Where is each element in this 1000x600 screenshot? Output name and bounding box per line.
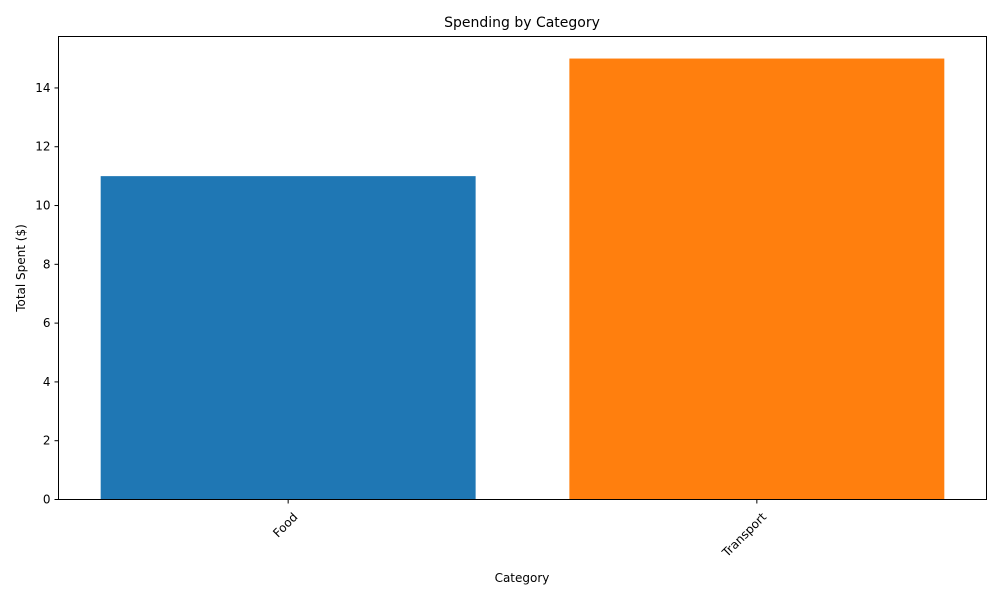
y-tick-label: 0 — [43, 493, 51, 507]
y-tick-label: 8 — [43, 257, 51, 271]
plot-frame — [58, 36, 987, 500]
bars — [100, 58, 945, 500]
x-tick-label-food: Food — [270, 510, 300, 540]
x-axis-ticks: Food Transport — [270, 499, 770, 561]
y-tick-label: 10 — [35, 199, 50, 213]
y-tick-label: 12 — [35, 140, 50, 154]
x-tick-label-transport: Transport — [719, 510, 770, 561]
y-axis-label: Total Spent ($) — [14, 224, 28, 313]
bar-food — [100, 176, 476, 500]
y-tick-label: 14 — [35, 81, 50, 95]
y-tick-label: 2 — [43, 434, 51, 448]
chart-title: Spending by Category — [444, 15, 600, 31]
y-axis-ticks: 0 2 4 6 8 10 12 14 — [35, 81, 59, 507]
bar-transport — [569, 58, 945, 500]
y-tick-label: 4 — [43, 375, 51, 389]
plot-area: 0 2 4 6 8 10 12 14 Food Transport — [35, 36, 987, 561]
x-axis-label: Category — [495, 571, 550, 585]
y-tick-label: 6 — [43, 316, 51, 330]
